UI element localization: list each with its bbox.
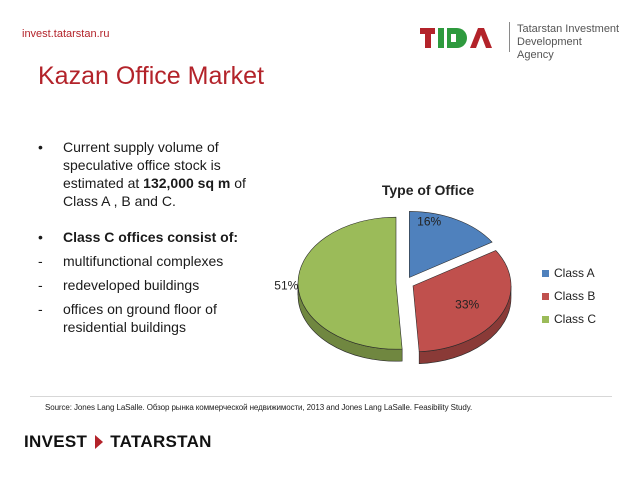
source-note: Source: Jones Lang LaSalle. Обзор рынка … (45, 403, 473, 412)
bullet-line: Current supply volume of (63, 139, 219, 155)
dash-item: residential buildings (38, 318, 298, 336)
legend-swatch (542, 270, 549, 277)
bullet-line: estimated at (63, 175, 144, 191)
pie-chart: Type of Office 16% 33% 51% Class A Class B Cla… (274, 182, 596, 365)
dash-item: - multifunctional complexes (38, 252, 298, 270)
bullet-mark: • (38, 229, 43, 245)
invest-tatarstan-logo: INVEST TATARSTAN (24, 432, 212, 452)
legend-swatch (542, 316, 549, 323)
data-label: 33% (455, 297, 479, 311)
bullet-line: Class A , B and C. (63, 193, 176, 209)
site-url[interactable]: invest.tatarstan.ru (22, 28, 110, 40)
data-label: 51% (274, 279, 298, 293)
agency-name: Tatarstan Investment Development Agency (517, 23, 620, 62)
agency-name-line-2: Development Agency (517, 36, 582, 61)
bullet-list: • Current supply volume of speculative o… (38, 138, 298, 336)
dash-text: residential buildings (63, 319, 186, 335)
legend-label: Class B (554, 289, 595, 303)
dash-text: redeveloped buildings (63, 277, 200, 293)
dash-mark (38, 318, 63, 336)
brand-tatarstan: TATARSTAN (110, 432, 212, 451)
logo-divider (509, 22, 510, 52)
dash-item: - redeveloped buildings (38, 276, 298, 294)
legend-label: Class A (554, 266, 595, 280)
data-label: 16% (417, 214, 441, 228)
pie-slice (297, 216, 403, 350)
bullet-text: Current supply volume of speculative off… (63, 138, 298, 210)
bullet-emphasis: 132,000 sq m (143, 175, 231, 191)
tida-logo: Tatarstan Investment Development Agency (420, 22, 620, 61)
legend-swatch (542, 293, 549, 300)
bullet-line: speculative office stock is (63, 157, 221, 173)
chart-title: Type of Office (382, 182, 475, 198)
pie-slice (409, 211, 493, 278)
footer-divider (30, 396, 612, 397)
tida-wordmark-logo (420, 28, 492, 48)
page-title: Kazan Office Market (38, 62, 265, 90)
agency-name-line-1: Tatarstan Investment (517, 23, 620, 35)
dash-mark: - (38, 253, 43, 269)
bullet-line: of (230, 175, 246, 191)
dash-item: - offices on ground floor of (38, 300, 298, 318)
bullet-item: • Current supply volume of speculative o… (38, 138, 298, 210)
legend-label: Class C (554, 312, 596, 326)
brand-arrow-icon (95, 435, 104, 449)
pie-slice (412, 250, 512, 353)
bullet-mark: • (38, 139, 43, 155)
bullet-item: • Class C offices consist of: (38, 228, 298, 246)
dash-mark: - (38, 301, 43, 317)
dash-mark: - (38, 277, 43, 293)
dash-text: multifunctional complexes (63, 253, 224, 269)
brand-invest: INVEST (24, 432, 88, 451)
office-type-chart: Type of Office 16% 33% 51% Class A Class B Cla… (270, 175, 630, 380)
dash-text: offices on ground floor of (63, 301, 217, 317)
bullet-heading: Class C offices consist of: (63, 229, 239, 245)
